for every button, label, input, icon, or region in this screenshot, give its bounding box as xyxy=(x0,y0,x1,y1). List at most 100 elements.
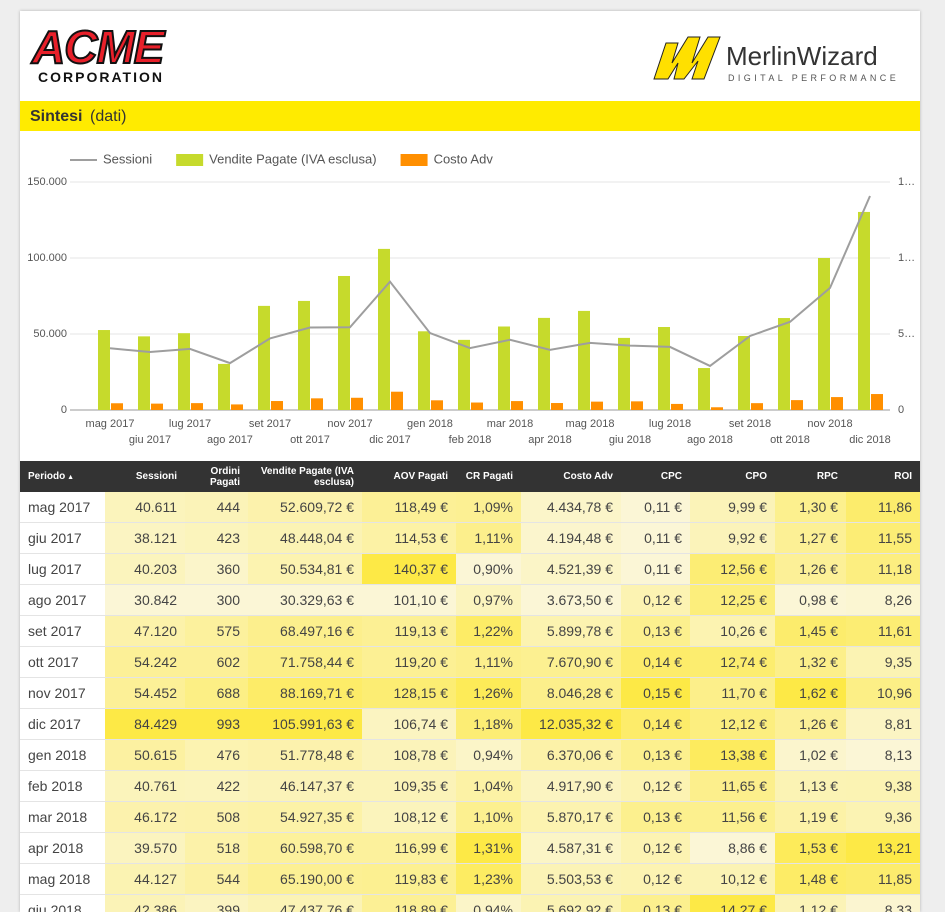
table-cell: 1,26% xyxy=(456,677,521,709)
table-cell: 12,74 € xyxy=(690,646,775,678)
table-row: giu 2018 42.386 399 47.437,76 €118,89 €0,94… xyxy=(20,894,920,912)
table-cell: set 2017 xyxy=(20,615,105,647)
table-cell: 422 xyxy=(185,770,248,802)
column-header[interactable]: Periodo xyxy=(20,461,105,492)
table-cell: 119,83 € xyxy=(362,863,456,895)
table-cell: 1,30 € xyxy=(775,492,846,523)
table-row: ott 2017 54.242 602 71.758,44 €119,20 €1,11… xyxy=(20,646,920,678)
bar xyxy=(631,401,643,410)
x-tick-label: gen 2018 xyxy=(407,418,453,430)
table-cell: 1,32 € xyxy=(775,646,846,678)
table-cell: 13,21 xyxy=(846,832,920,864)
table-cell: 0,12 € xyxy=(621,832,690,864)
table-cell: 1,12 € xyxy=(775,894,846,912)
table-row: giu 2017 38.121 423 48.448,04 €114,53 €1,11… xyxy=(20,522,920,554)
logo-text: MerlinWizard xyxy=(726,41,878,71)
table-row: dic 2017 84.429 993 105.991,63 €106,74 €1,1… xyxy=(20,708,920,740)
y-tick-label: 100.000 xyxy=(27,252,67,264)
bar xyxy=(258,305,270,410)
table-cell: 1,26 € xyxy=(775,708,846,740)
table-cell: 0,94% xyxy=(456,739,521,771)
table-cell: 0,14 € xyxy=(621,646,690,678)
bar xyxy=(218,363,230,410)
section-title: Sintesi xyxy=(30,108,83,125)
table-cell: 4.521,39 € xyxy=(521,553,621,585)
bar xyxy=(698,368,710,410)
table-cell: 1,48 € xyxy=(775,863,846,895)
table-cell: 101,10 € xyxy=(362,584,456,616)
table-cell: mar 2018 xyxy=(20,801,105,833)
table-cell: 118,49 € xyxy=(362,492,456,523)
table-row: mar 2018 46.172 508 54.927,35 €108,12 €1,10… xyxy=(20,801,920,833)
table-cell: 1,19 € xyxy=(775,801,846,833)
table-cell: 476 xyxy=(185,739,248,771)
bar xyxy=(858,211,870,410)
column-header: CPO xyxy=(690,461,775,492)
x-tick-label: ott 2017 xyxy=(290,434,330,446)
table-cell: 399 xyxy=(185,894,248,912)
table-cell: 1,18% xyxy=(456,708,521,740)
table-cell: 508 xyxy=(185,801,248,833)
bar xyxy=(778,318,790,410)
table-cell: 140,37 € xyxy=(362,553,456,585)
table-row: set 2017 47.120 575 68.497,16 €119,13 €1,22… xyxy=(20,615,920,647)
bar xyxy=(191,403,203,410)
table-cell: 46.147,37 € xyxy=(248,770,362,802)
column-header: Costo Adv xyxy=(521,461,621,492)
table-cell: 11,18 xyxy=(846,553,920,585)
bar xyxy=(538,317,550,410)
table-cell: 14,27 € xyxy=(690,894,775,912)
table-cell: 47.437,76 € xyxy=(248,894,362,912)
table-cell: 1,13 € xyxy=(775,770,846,802)
table-cell: 1,23% xyxy=(456,863,521,895)
table-row: apr 2018 39.570 518 60.598,70 €116,99 €1,31… xyxy=(20,832,920,864)
table-cell: 1,45 € xyxy=(775,615,846,647)
table-cell: 0,98 € xyxy=(775,584,846,616)
bar xyxy=(311,398,323,410)
table-cell: 47.120 xyxy=(105,615,185,647)
x-tick-label: feb 2018 xyxy=(449,434,492,446)
x-tick-label: ago 2018 xyxy=(687,434,733,446)
table-cell: 688 xyxy=(185,677,248,709)
bar xyxy=(711,407,723,410)
column-header: AOV Pagati xyxy=(362,461,456,492)
table-cell: 0,12 € xyxy=(621,770,690,802)
table-cell: 46.172 xyxy=(105,801,185,833)
table-cell: ago 2017 xyxy=(20,584,105,616)
table-cell: 12,12 € xyxy=(690,708,775,740)
table-row: feb 2018 40.761 422 46.147,37 €109,35 €1,04… xyxy=(20,770,920,802)
table-cell: 9,92 € xyxy=(690,522,775,554)
table-cell: 0,11 € xyxy=(621,553,690,585)
table-row: gen 2018 50.615 476 51.778,48 €108,78 €0,94… xyxy=(20,739,920,771)
table-cell: 71.758,44 € xyxy=(248,646,362,678)
table-cell: 13,38 € xyxy=(690,739,775,771)
table-cell: 84.429 xyxy=(105,708,185,740)
bar xyxy=(618,337,630,410)
bar xyxy=(231,404,243,410)
table-cell: 0,97% xyxy=(456,584,521,616)
bar xyxy=(271,401,283,410)
table-cell: 44.127 xyxy=(105,863,185,895)
table-cell: 518 xyxy=(185,832,248,864)
logo-text: ACME xyxy=(31,21,165,73)
table-cell: 1,62 € xyxy=(775,677,846,709)
table-cell: 1,31% xyxy=(456,832,521,864)
table-cell: 48.448,04 € xyxy=(248,522,362,554)
y-tick-label: 50.000 xyxy=(33,328,67,340)
table-cell: 0,14 € xyxy=(621,708,690,740)
table-cell: 4.587,31 € xyxy=(521,832,621,864)
logo-subtitle: CORPORATION xyxy=(38,69,164,85)
legend-label: Vendite Pagate (IVA esclusa) xyxy=(209,151,376,166)
table-cell: 5.503,53 € xyxy=(521,863,621,895)
table-cell: 116,99 € xyxy=(362,832,456,864)
bar xyxy=(578,310,590,410)
table-cell: 5.870,17 € xyxy=(521,801,621,833)
table-cell: 50.615 xyxy=(105,739,185,771)
table-cell: 108,78 € xyxy=(362,739,456,771)
table-cell: ott 2017 xyxy=(20,646,105,678)
table-cell: 1,10% xyxy=(456,801,521,833)
x-tick-label: ago 2017 xyxy=(207,434,253,446)
table-cell: 8,81 xyxy=(846,708,920,740)
table-cell: 12,25 € xyxy=(690,584,775,616)
